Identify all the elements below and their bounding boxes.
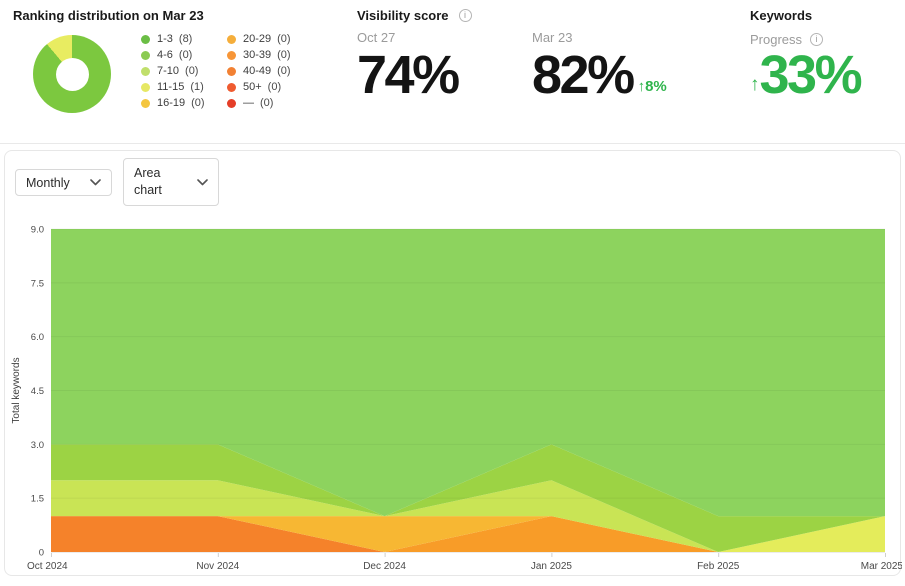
y-tick-label: 0 — [39, 548, 44, 559]
keywords-progress-value: 33% — [759, 45, 863, 105]
legend-label: 4-6 — [157, 49, 173, 61]
legend-item: 7-10 (0) — [141, 65, 227, 77]
visibility-date: Oct 27 — [357, 30, 396, 45]
ranking-distribution-title: Ranking distribution on Mar 23 — [13, 8, 204, 23]
x-tick-label: Dec 2024 — [363, 561, 406, 572]
legend-item: 20-29 (0) — [227, 33, 313, 45]
legend-dot-icon — [227, 50, 236, 60]
y-tick-label: 9.0 — [31, 225, 44, 236]
ranking-donut-chart[interactable] — [33, 35, 111, 113]
legend-label: 1-3 — [157, 33, 173, 45]
area-series-4-6 — [51, 444, 885, 552]
donut-hole — [55, 57, 89, 91]
legend-item: 50+ (0) — [227, 81, 313, 93]
y-tick-label: 3.0 — [31, 440, 44, 451]
legend-label: 16-19 — [157, 97, 186, 109]
chart-type-dropdown[interactable]: Area chart — [123, 158, 219, 206]
y-tick-label: 6.0 — [31, 332, 44, 343]
visibility-score-section: Visibility score i Oct 27 74% Mar 23 82%… — [357, 8, 707, 102]
legend-label: 40-49 — [243, 65, 272, 77]
y-tick-label: 7.5 — [31, 278, 44, 289]
y-axis-label: Total keywords — [11, 357, 22, 423]
legend-label: 7-10 — [157, 65, 180, 77]
area-series-20-29 — [51, 516, 885, 552]
legend-dot-icon — [141, 82, 150, 92]
chevron-down-icon — [90, 179, 101, 186]
legend-item: 1-3 (8) — [141, 33, 227, 45]
visibility-score-value: 82% — [532, 45, 635, 105]
area-series-40-49 — [51, 516, 885, 552]
keywords-section: Keywords Progress i ↑ 33% — [750, 8, 863, 105]
area-series-7-10 — [51, 480, 885, 552]
legend-item: 40-49 (0) — [227, 65, 313, 77]
visibility-score-title: Visibility score — [357, 8, 449, 23]
area-series-11-15 — [51, 516, 885, 552]
x-tick-label: Mar 2025 — [861, 561, 902, 572]
legend-dot-icon — [141, 98, 150, 108]
legend-item: 16-19 (0) — [141, 97, 227, 109]
visibility-point-end: Mar 23 82% ↑8% — [532, 30, 707, 102]
area-series-30-39 — [51, 516, 885, 552]
area-chart[interactable]: 0 1.5 3.0 4.5 6.0 7.5 9.0 Oct 2024 Nov 2024 Dec 2… — [5, 151, 902, 577]
visibility-date: Mar 23 — [532, 30, 573, 45]
period-dropdown-value: Monthly — [26, 175, 70, 190]
x-tick-label: Jan 2025 — [531, 561, 573, 572]
legend-dot-icon — [227, 98, 236, 108]
legend-count: (0) — [267, 81, 282, 93]
legend-count: (0) — [191, 97, 205, 109]
y-tick-label: 4.5 — [31, 386, 44, 397]
legend-dot-icon — [227, 82, 236, 92]
legend-dot-icon — [141, 50, 150, 60]
legend-dot-icon — [141, 66, 150, 76]
visibility-score-value: 74% — [357, 45, 460, 105]
legend-dot-icon — [227, 66, 236, 76]
info-icon[interactable]: i — [458, 9, 472, 22]
area-series-1-3 — [51, 229, 885, 517]
chart-type-dropdown-value: Area chart — [134, 166, 162, 197]
chart-panel: Monthly Area chart 0 1.5 3.0 4.5 6.0 7.5 9.0 Oc… — [4, 150, 902, 577]
legend-item: 30-39 (0) — [227, 49, 313, 61]
legend-count: (0) — [185, 65, 199, 77]
legend-count: (0) — [277, 65, 291, 77]
y-tick-label: 1.5 — [31, 494, 44, 505]
keywords-title: Keywords — [750, 8, 813, 23]
chevron-down-icon — [197, 178, 208, 185]
visibility-delta-badge: ↑8% — [637, 78, 667, 95]
legend-item: 4-6 (0) — [141, 49, 227, 61]
x-tick-label: Oct 2024 — [27, 561, 68, 572]
legend-dot-icon — [141, 34, 150, 44]
legend-count: (0) — [277, 33, 291, 45]
x-tick-label: Feb 2025 — [697, 561, 740, 572]
legend-label: 30-39 — [243, 49, 272, 61]
legend-label: 50+ — [243, 81, 262, 93]
up-arrow-icon: ↑ — [750, 74, 760, 95]
period-dropdown[interactable]: Monthly — [15, 169, 112, 196]
legend-label: 11-15 — [157, 81, 185, 93]
legend-dot-icon — [227, 34, 236, 44]
legend-count: (1) — [190, 81, 204, 93]
x-tick-label: Nov 2024 — [196, 561, 239, 572]
legend-count: (0) — [178, 49, 193, 61]
visibility-point-start: Oct 27 74% — [357, 30, 532, 102]
legend-item: — (0) — [227, 97, 313, 109]
legend-count: (0) — [260, 97, 274, 109]
summary-header: Ranking distribution on Mar 23 1-3 (8) 4-6… — [0, 0, 905, 144]
legend-item: 11-15 (1) — [141, 81, 227, 93]
legend-count: (8) — [178, 33, 193, 45]
keywords-progress-label: Progress — [750, 32, 803, 47]
info-icon[interactable]: i — [810, 33, 824, 46]
legend-label: 20-29 — [243, 33, 272, 45]
legend-count: (0) — [277, 49, 291, 61]
legend-label: — — [243, 97, 254, 109]
ranking-legend: 1-3 (8) 4-6 (0) 7-10 (0) 11-15 (1) 16-19 (0) 20-29… — [141, 31, 313, 111]
